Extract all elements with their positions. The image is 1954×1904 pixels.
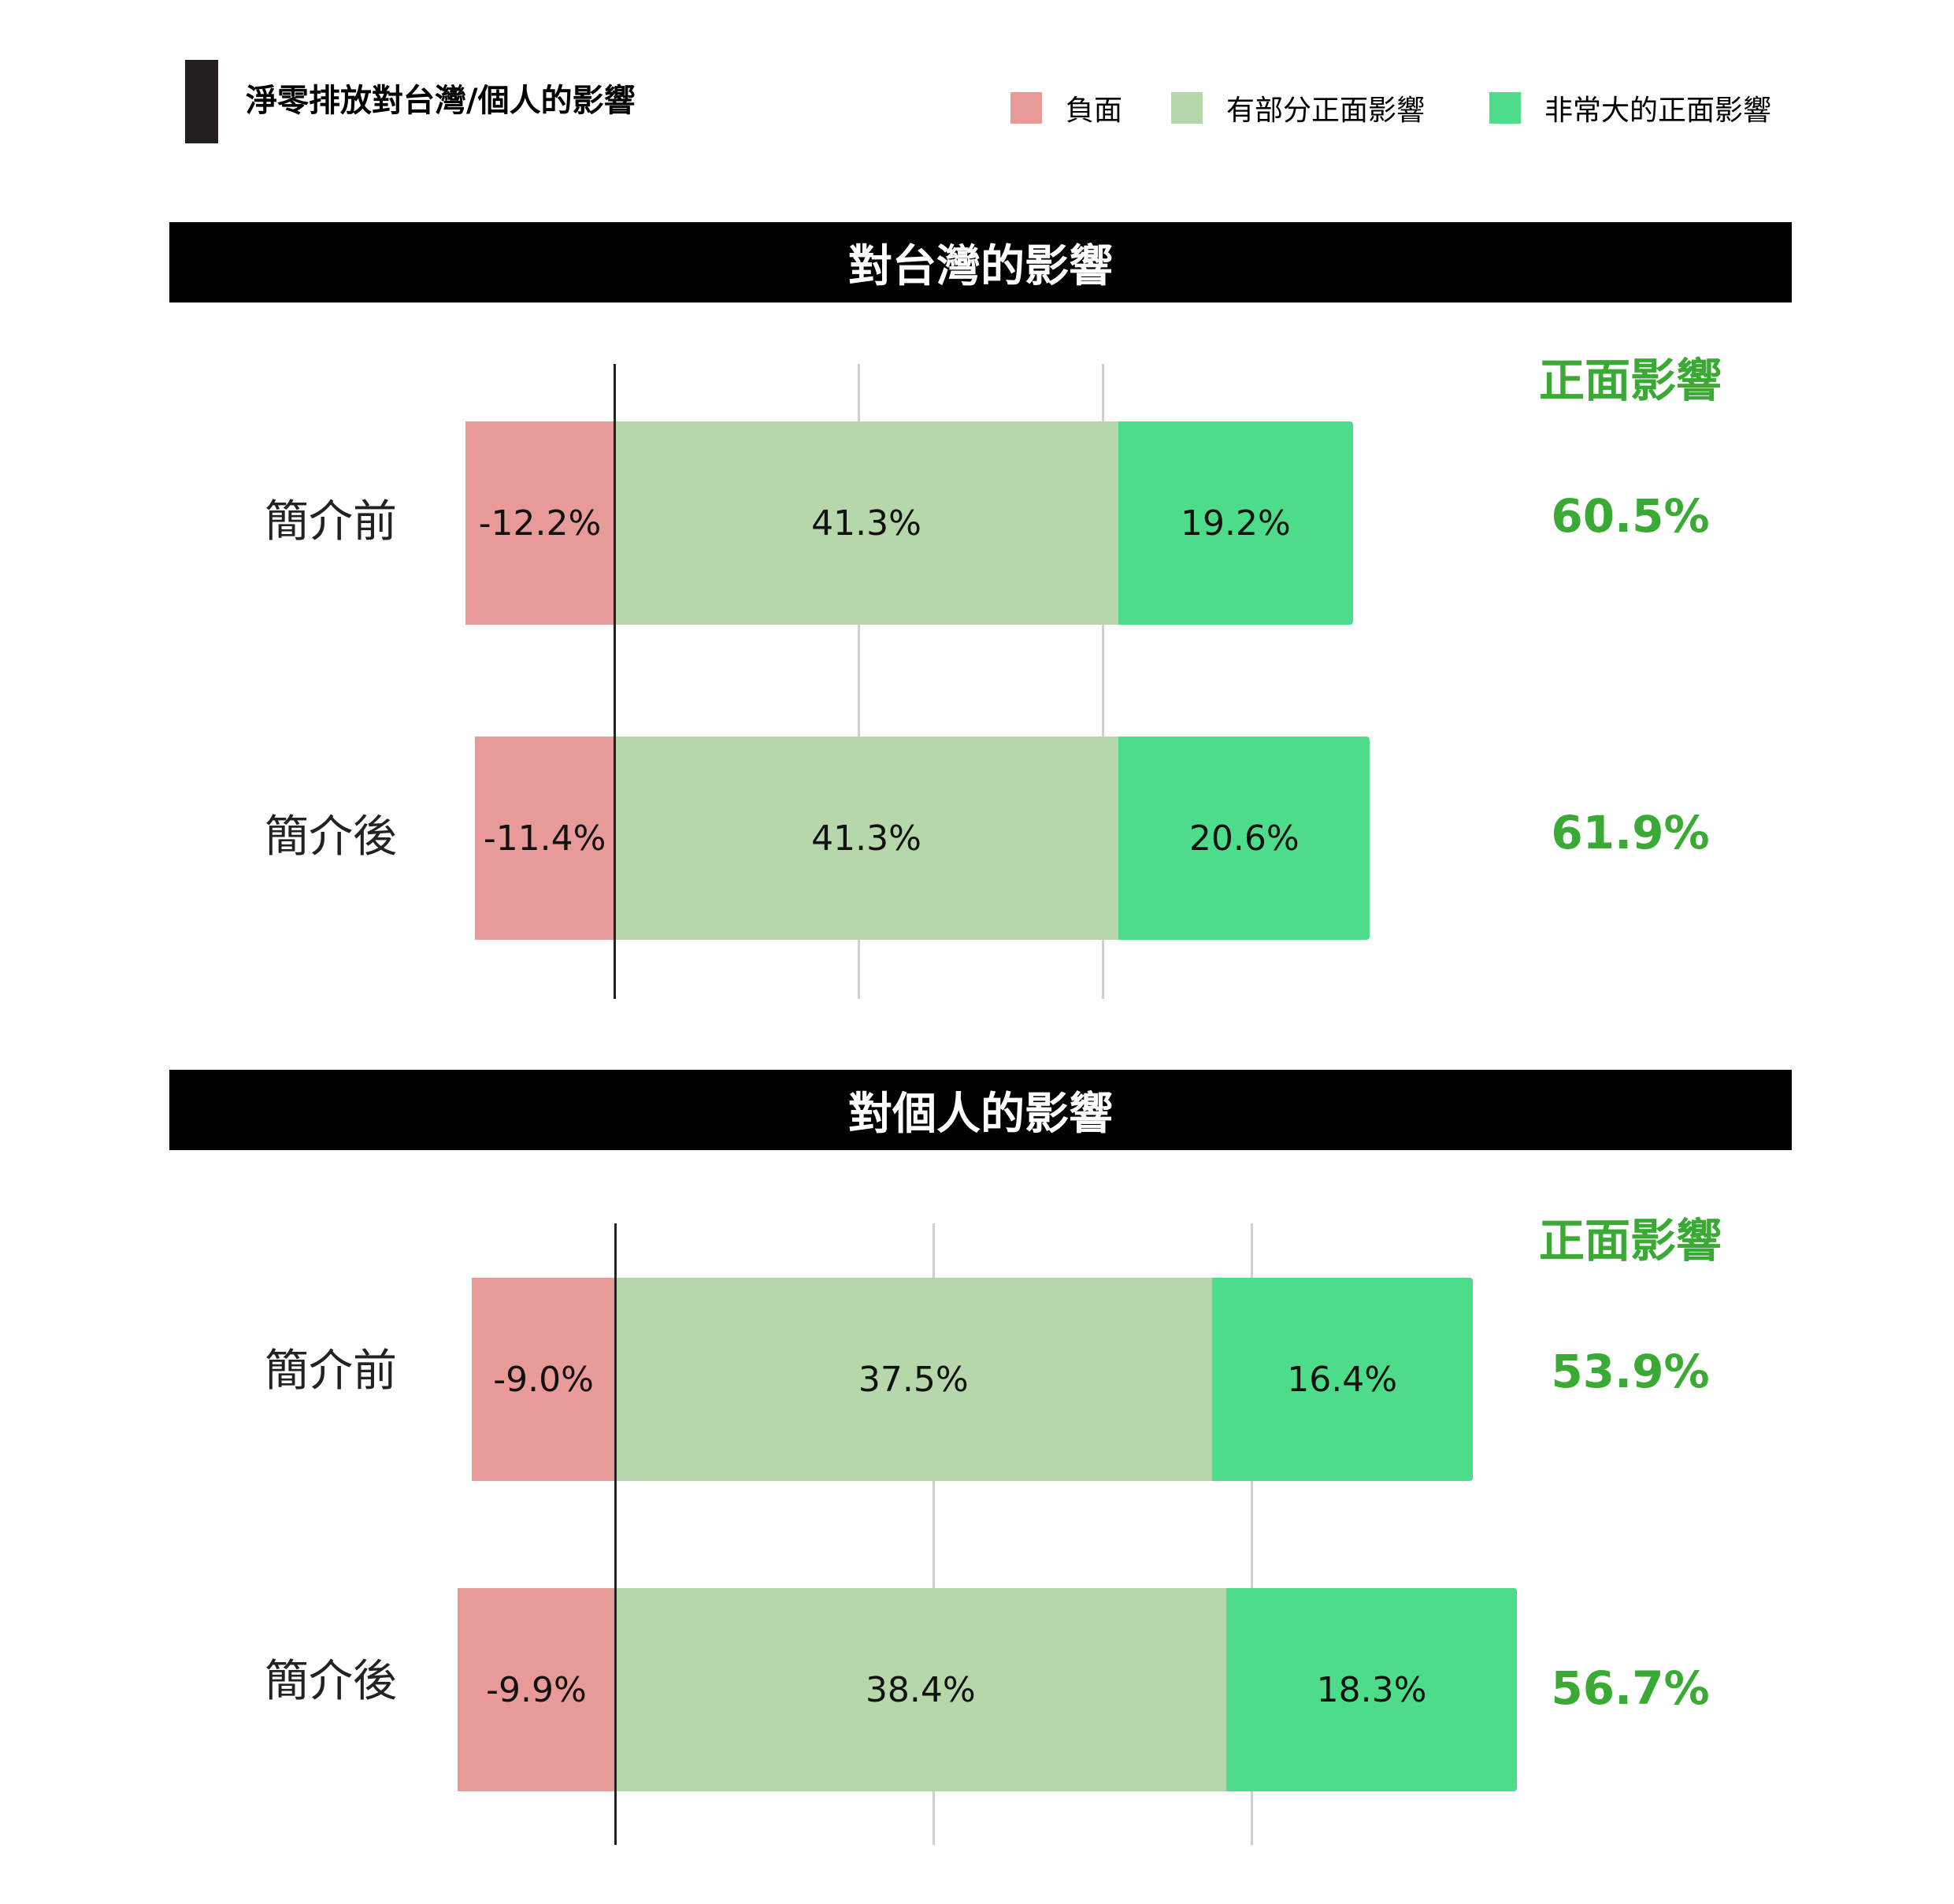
data-label: 20.6% (1188, 818, 1300, 859)
gridline (1102, 364, 1104, 999)
data-label: -12.2% (478, 503, 602, 544)
positive-total-taiwan-after: 61.9% (1551, 806, 1710, 859)
data-label: 37.5% (858, 1359, 969, 1400)
data-label: -9.0% (493, 1359, 594, 1400)
legend-item-partial: 有部分正面影響 (1171, 88, 1425, 128)
gridline (1251, 1223, 1253, 1845)
row-label-personal-before: 簡介前 (265, 1345, 397, 1397)
positive-total-personal-before: 53.9% (1551, 1345, 1710, 1398)
gridline (933, 1223, 935, 1845)
bar-segment-partial-taiwan-after: 41.3% (614, 737, 1119, 940)
legend-label-negative: 負面 (1066, 95, 1123, 127)
legend-label-partial: 有部分正面影響 (1226, 95, 1426, 127)
data-label: 38.4% (865, 1669, 976, 1710)
legend-item-strong: 非常大的正面影響 (1489, 88, 1771, 128)
bar-segment-strong-taiwan-after: 20.6% (1118, 737, 1370, 940)
row-label-taiwan-before: 簡介前 (265, 496, 397, 547)
legend-swatch-negative (1010, 92, 1042, 124)
data-label: 16.4% (1287, 1359, 1398, 1400)
bar-segment-negative-taiwan-after: -11.4% (475, 737, 614, 940)
positive-header-taiwan: 正面影響 (1538, 354, 1722, 407)
row-label-taiwan-after: 簡介後 (265, 811, 397, 863)
bar-segment-partial-personal-after: 38.4% (615, 1588, 1226, 1791)
data-label: 41.3% (811, 818, 921, 859)
positive-header-personal: 正面影響 (1538, 1214, 1722, 1267)
data-label: 18.3% (1316, 1669, 1427, 1710)
data-label: 19.2% (1181, 503, 1291, 544)
data-label: -9.9% (486, 1669, 587, 1710)
legend-item-negative: 負面 (1010, 88, 1122, 128)
data-label: -11.4% (483, 818, 606, 859)
bar-segment-partial-personal-before: 37.5% (615, 1278, 1212, 1481)
zero-axis-line (614, 1223, 617, 1845)
positive-total-taiwan-before: 60.5% (1551, 489, 1710, 543)
legend-swatch-strong (1489, 92, 1521, 124)
bar-segment-negative-taiwan-before: -12.2% (465, 421, 614, 625)
section-header-taiwan: 對台灣的影響 (169, 222, 1792, 302)
legend-label-strong: 非常大的正面影響 (1544, 95, 1772, 127)
positive-total-personal-after: 56.7% (1551, 1661, 1710, 1715)
zero-axis-line (614, 364, 616, 999)
bar-segment-strong-taiwan-before: 19.2% (1118, 421, 1353, 625)
chart-title: 淨零排放對台灣/個人的影響 (246, 83, 636, 119)
row-label-personal-after: 簡介後 (265, 1656, 397, 1707)
bar-segment-negative-personal-before: -9.0% (472, 1278, 615, 1481)
title-accent-bar (185, 60, 218, 143)
legend-swatch-partial (1171, 92, 1203, 124)
data-label: 41.3% (811, 503, 921, 544)
section-header-personal: 對個人的影響 (169, 1070, 1792, 1150)
bar-segment-strong-personal-after: 18.3% (1225, 1588, 1518, 1791)
bar-segment-strong-personal-before: 16.4% (1211, 1278, 1473, 1481)
gridline (858, 364, 860, 999)
bar-segment-negative-personal-after: -9.9% (458, 1588, 615, 1791)
bar-segment-partial-taiwan-before: 41.3% (614, 421, 1119, 625)
